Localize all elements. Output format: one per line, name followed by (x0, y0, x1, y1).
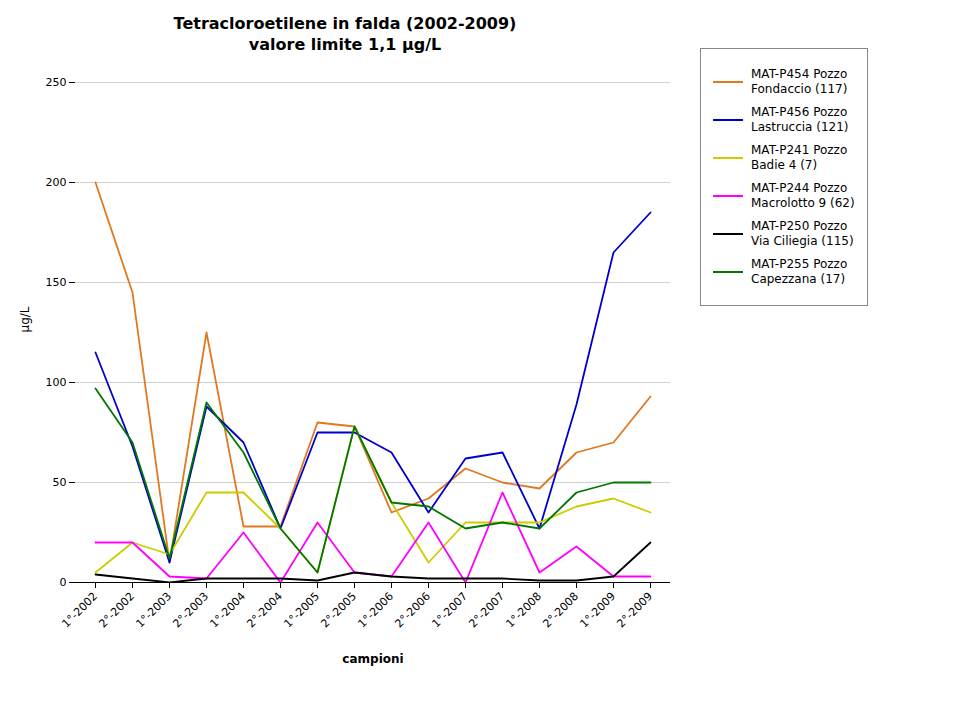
html-text:valore limite 1,1 μg/L: valore limite 1,1 μg/L (248, 34, 442, 54)
svg-text:2°-2007: 2°-2007 (466, 589, 507, 630)
svg-text:200: 200 (46, 176, 67, 189)
html-text:MAT-P454 Pozzo Fondaccio (117): MAT-P454 Pozzo Fondaccio (117) (751, 67, 848, 96)
svg-text:2°-2005: 2°-2005 (318, 589, 359, 630)
svg-text:1°-2003: 1°-2003 (133, 589, 174, 630)
html-text:MAT-P255 Pozzo Capezzana (17): MAT-P255 Pozzo Capezzana (17) (751, 257, 848, 286)
svg-text:1°-2002: 1°-2002 (59, 589, 100, 630)
svg-text:2°-2003: 2°-2003 (170, 589, 211, 630)
html-text:MAT-P241 Pozzo Badie 4 (7): MAT-P241 Pozzo Badie 4 (7) (751, 143, 848, 172)
svg-text:1°-2007: 1°-2007 (429, 589, 470, 630)
html-text:MAT-P250 Pozzo Via Ciliegia (1: MAT-P250 Pozzo Via Ciliegia (115) (751, 219, 854, 248)
svg-text:1°-2008: 1°-2008 (503, 589, 544, 630)
html-text:Tetracloroetilene in falda (20: Tetracloroetilene in falda (2002-2009) (173, 14, 517, 33)
svg-text:2°-2004: 2°-2004 (244, 589, 285, 630)
svg-text:150: 150 (46, 276, 67, 289)
svg-text:0: 0 (60, 576, 67, 589)
svg-text:1°-2005: 1°-2005 (281, 589, 322, 630)
svg-text:250: 250 (46, 76, 67, 89)
svg-text:1°-2006: 1°-2006 (355, 589, 396, 630)
svg-text:2°-2002: 2°-2002 (96, 589, 137, 630)
svg-text:1°-2004: 1°-2004 (207, 589, 248, 630)
svg-text:1°-2009: 1°-2009 (577, 589, 618, 630)
svg-text:μg/L: μg/L (18, 306, 32, 332)
svg-text:2°-2006: 2°-2006 (392, 589, 433, 630)
html-text:MAT-P456 Pozzo Lastruccia (121: MAT-P456 Pozzo Lastruccia (121) (751, 105, 849, 134)
svg-text:campioni: campioni (342, 651, 403, 665)
svg-text:2°-2008: 2°-2008 (540, 589, 581, 630)
svg-text:50: 50 (53, 476, 67, 489)
html-text:MAT-P244 Pozzo Macrolotto 9 (6: MAT-P244 Pozzo Macrolotto 9 (62) (751, 181, 855, 210)
svg-text:2°-2009: 2°-2009 (614, 589, 655, 630)
svg-text:100: 100 (46, 376, 67, 389)
